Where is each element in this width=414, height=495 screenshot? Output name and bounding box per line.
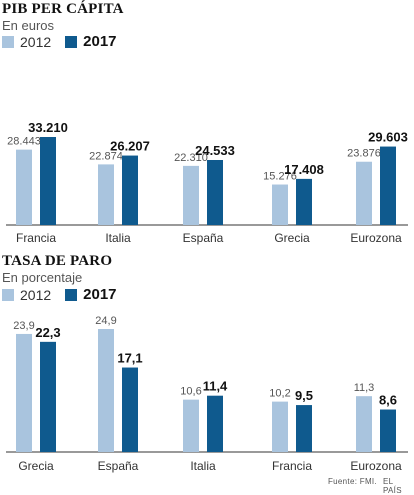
bar-2017-eurozona bbox=[380, 146, 396, 225]
category-label: Eurozona bbox=[350, 459, 402, 473]
bar-2017-italia bbox=[207, 395, 223, 452]
category-label: Italia bbox=[190, 459, 216, 473]
data-label-2012: 22.874 bbox=[89, 150, 123, 162]
bar-2017-grecia bbox=[296, 178, 312, 225]
category-label: Italia bbox=[105, 231, 131, 245]
chart-tasa-de-paro: 23,9 22,3 Grecia 24,9 17,1 España 10,6 11,4 Ital… bbox=[6, 315, 408, 473]
bar-2017-francia bbox=[40, 137, 56, 225]
legend-swatch-2012 bbox=[2, 288, 14, 301]
bar-2012-italia bbox=[183, 399, 199, 452]
category-label: Francia bbox=[16, 231, 56, 245]
data-label-2012: 22.310 bbox=[174, 152, 208, 164]
legend-swatch-2012 bbox=[2, 35, 14, 48]
data-label-2012: 15.276 bbox=[263, 171, 297, 183]
legend-item-2017: 2017 bbox=[65, 33, 117, 50]
data-label-2017: 17.408 bbox=[284, 162, 324, 177]
bar-2017-italia bbox=[122, 155, 138, 225]
bar-2012-eurozona bbox=[356, 161, 372, 225]
legend-item-2017: 2017 bbox=[65, 286, 117, 303]
data-label-2017: 17,1 bbox=[117, 351, 142, 366]
data-label-2017: 29.603 bbox=[368, 130, 408, 145]
chart1-title: PIB PER CÁPITA bbox=[2, 1, 124, 17]
legend-label-2017: 2017 bbox=[83, 33, 117, 50]
bar-2017-eurozona bbox=[380, 409, 396, 452]
bar-2012-eurozona bbox=[356, 396, 372, 452]
bar-2012-españa bbox=[98, 329, 114, 452]
legend-label-2012: 2012 bbox=[20, 33, 52, 50]
category-label: Francia bbox=[272, 459, 312, 473]
data-label-2012: 23.876 bbox=[347, 148, 381, 160]
bar-2017-españa bbox=[207, 159, 223, 225]
data-label-2017: 22,3 bbox=[35, 325, 60, 340]
bar-2012-francia bbox=[16, 149, 32, 225]
data-label-2017: 24.533 bbox=[195, 143, 235, 158]
legend-swatch-2017 bbox=[65, 288, 78, 301]
legend-label-2012: 2012 bbox=[20, 286, 52, 303]
bar-2017-grecia bbox=[40, 341, 56, 452]
data-label-2012: 10,2 bbox=[269, 388, 290, 400]
data-label-2017: 8,6 bbox=[379, 393, 397, 408]
bar-2017-francia bbox=[296, 405, 312, 452]
data-label-2017: 33.210 bbox=[28, 120, 68, 135]
bar-2012-grecia bbox=[272, 184, 288, 225]
chart1-subtitle: En euros bbox=[2, 18, 55, 33]
bar-2012-italia bbox=[98, 164, 114, 225]
data-label-2017: 11,4 bbox=[203, 379, 228, 394]
bar-2012-grecia bbox=[16, 333, 32, 452]
category-label: Eurozona bbox=[350, 231, 402, 245]
bar-2017-españa bbox=[122, 367, 138, 452]
category-label: Grecia bbox=[18, 459, 54, 473]
data-label-2012: 11,3 bbox=[354, 382, 375, 394]
legend-item-2012: 2012 bbox=[2, 287, 51, 303]
legend-swatch-2017 bbox=[65, 35, 78, 48]
chart2-title: TASA DE PARO bbox=[2, 253, 113, 269]
data-label-2012: 28.443 bbox=[7, 136, 41, 148]
bar-2012-francia bbox=[272, 401, 288, 452]
data-label-2017: 26.207 bbox=[110, 139, 150, 154]
source-note: Fuente: FMI. bbox=[328, 477, 377, 486]
chart2-subtitle: En porcentaje bbox=[2, 270, 83, 285]
category-label: Grecia bbox=[274, 231, 310, 245]
data-label-2012: 23,9 bbox=[13, 320, 34, 332]
data-label-2017: 9,5 bbox=[295, 388, 313, 403]
category-label: España bbox=[183, 231, 224, 245]
credit-note: EL PAÍS bbox=[383, 477, 402, 495]
chart2-legend: 2012 2017 bbox=[2, 286, 131, 303]
data-label-2012: 24,9 bbox=[95, 315, 116, 327]
data-label-2012: 10,6 bbox=[180, 386, 201, 398]
chart1-legend: 2012 2017 bbox=[2, 33, 131, 50]
category-label: España bbox=[98, 459, 139, 473]
legend-item-2012: 2012 bbox=[2, 34, 51, 50]
legend-label-2017: 2017 bbox=[83, 286, 117, 303]
bar-2012-españa bbox=[183, 165, 199, 225]
